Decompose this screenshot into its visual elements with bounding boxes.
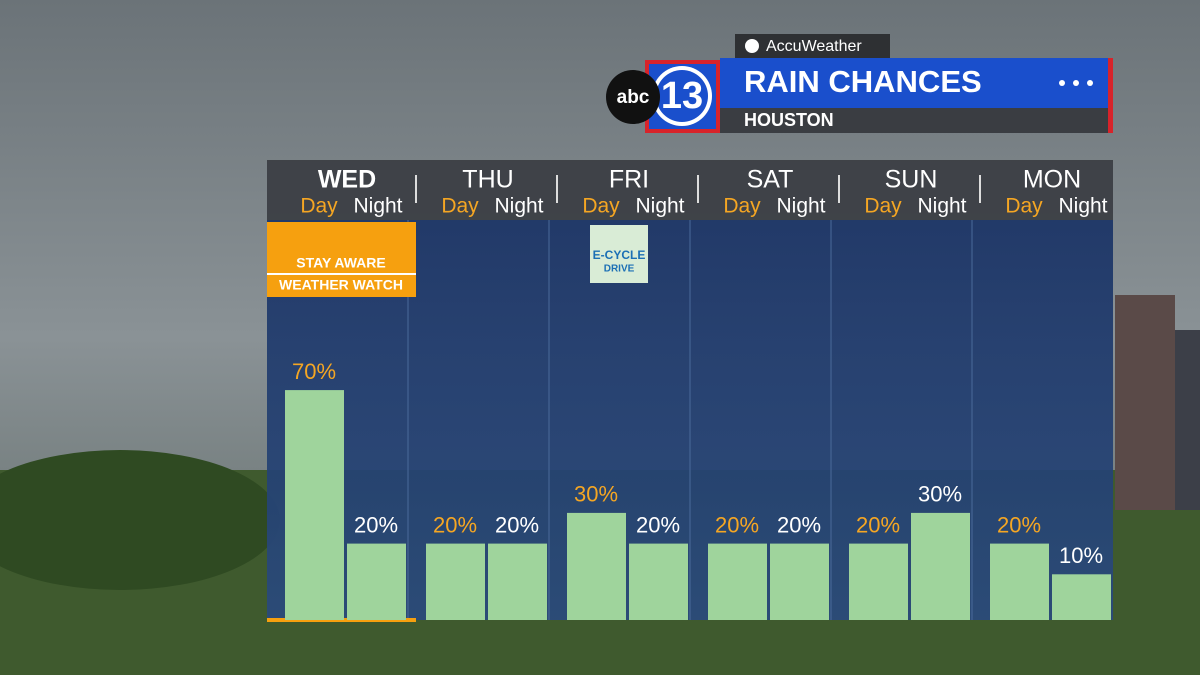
bar [1052,574,1111,620]
provider-icon [745,39,759,53]
bar [770,543,829,620]
logo-disc [656,70,708,122]
bar [285,390,344,620]
bar [708,543,767,620]
bar [911,512,970,620]
building [1115,295,1175,510]
period-label: Day [864,195,902,218]
provider-name: AccuWeather [766,38,862,55]
alert-text: WEATHER WATCH [279,277,403,293]
value-label: 20% [433,512,477,537]
value-label: 30% [574,482,618,507]
badge-text: E-CYCLE [593,248,646,262]
subtitle: HOUSTON [744,110,834,130]
value-label: 20% [856,512,900,537]
trees [0,450,280,590]
day-label: SUN [885,166,938,194]
day-header [267,160,1113,220]
period-label: Night [1058,195,1107,218]
badge [590,225,648,283]
badge-text: DRIVE [604,264,635,275]
period-label: Day [1005,195,1043,218]
day-label: MON [1023,166,1081,194]
bar [567,512,626,620]
period-label: Night [494,195,543,218]
value-label: 20% [354,512,398,537]
day-label: SAT [747,166,794,194]
alert-text: STAY AWARE [296,255,385,271]
subtitle-banner [720,108,1113,133]
bar [849,543,908,620]
value-label: 20% [495,512,539,537]
abc-logo [606,70,660,124]
banner-edge [1108,58,1113,133]
bar [629,543,688,620]
period-label: Night [635,195,684,218]
period-label: Day [441,195,479,218]
period-label: Day [582,195,620,218]
alert-box [267,222,416,297]
day-label: THU [462,166,513,194]
period-label: Night [353,195,402,218]
period-label: Night [776,195,825,218]
title-banner [720,58,1113,108]
menu-dot[interactable] [1073,80,1079,86]
bar [990,543,1049,620]
value-label: 30% [918,482,962,507]
value-label: 20% [715,512,759,537]
building [1175,330,1200,510]
abc-text: abc [617,87,650,108]
value-label: 20% [997,512,1041,537]
value-label: 20% [636,512,680,537]
day-label: WED [318,166,376,194]
bar [347,543,406,620]
bar [488,543,547,620]
title: RAIN CHANCES [744,64,982,99]
value-label: 10% [1059,543,1103,568]
day-label: FRI [609,166,649,194]
period-label: Day [723,195,761,218]
menu-dot[interactable] [1087,80,1093,86]
bar [426,543,485,620]
provider-tag [735,34,890,58]
value-label: 20% [777,512,821,537]
value-label: 70% [292,359,336,384]
logo-number: 13 [661,75,703,117]
period-label: Day [300,195,338,218]
period-label: Night [917,195,966,218]
menu-dot[interactable] [1059,80,1065,86]
